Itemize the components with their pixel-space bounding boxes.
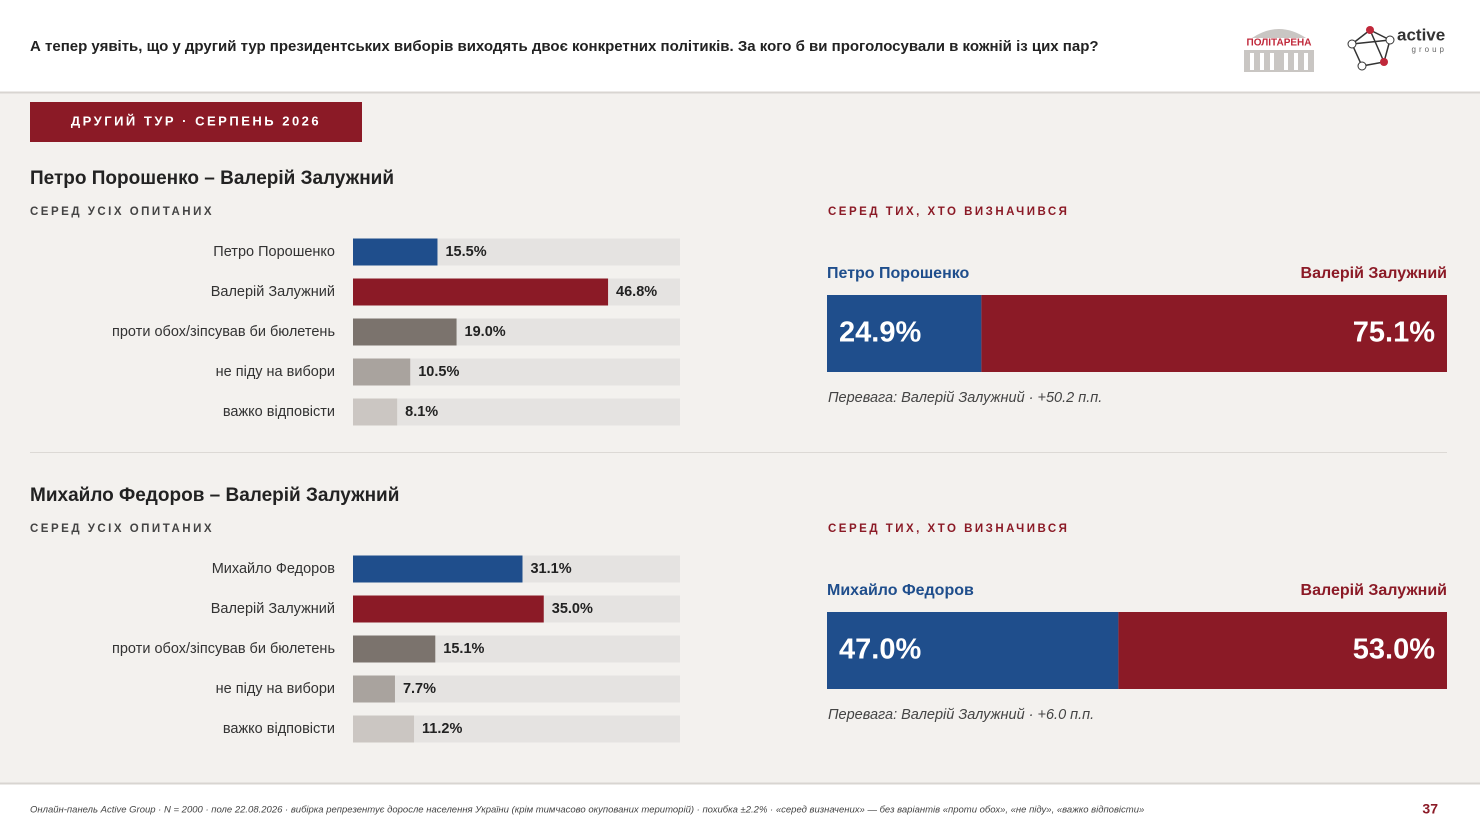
page-number: 37 bbox=[1422, 801, 1438, 817]
value-label: 11.2% bbox=[422, 721, 462, 737]
split-value: 47.0% bbox=[839, 634, 921, 666]
legend-label: Михайло Федоров bbox=[827, 582, 974, 599]
bar-track bbox=[353, 675, 680, 703]
split-segment bbox=[981, 295, 1447, 372]
bar bbox=[353, 278, 609, 306]
question: А тепер уявіть, що у другий тур президен… bbox=[30, 38, 1099, 55]
legend-label: Петро Порошенко bbox=[827, 265, 970, 282]
section-label: СЕРЕД ТИХ, ХТО ВИЗНАЧИВСЯ bbox=[828, 523, 1069, 535]
pair-title: Михайло Федоров – Валерій Залужний bbox=[30, 485, 399, 506]
value-label: 8.1% bbox=[405, 404, 438, 420]
advantage-note: Перевага: Валерій Залужний · +6.0 п.п. bbox=[828, 707, 1094, 723]
category-label: важко відповісти bbox=[223, 404, 335, 420]
badge-bg bbox=[30, 102, 362, 142]
bar bbox=[353, 398, 398, 426]
category-label: Петро Порошенко bbox=[213, 244, 335, 260]
split-value: 53.0% bbox=[1353, 634, 1435, 666]
value-label: 35.0% bbox=[552, 601, 593, 617]
split-value: 24.9% bbox=[839, 317, 921, 349]
value-label: 46.8% bbox=[616, 284, 657, 300]
split-segment bbox=[1118, 612, 1447, 689]
value-label: 15.1% bbox=[443, 641, 484, 657]
category-label: проти обох/зіпсував би бюлетень bbox=[112, 324, 335, 340]
badge: ДРУГИЙ ТУР · СЕРПЕНЬ 2026 bbox=[71, 113, 321, 128]
footer-band bbox=[0, 783, 1480, 835]
footer-note: Онлайн-панель Active Group · N = 2000 · … bbox=[30, 805, 1144, 816]
bar bbox=[353, 715, 415, 743]
bar bbox=[353, 238, 438, 266]
bar bbox=[353, 595, 544, 623]
legend-label: Валерій Залужний bbox=[1301, 582, 1447, 599]
category-label: проти обох/зіпсував би бюлетень bbox=[112, 641, 335, 657]
value-label: 31.1% bbox=[530, 561, 571, 577]
split-segment bbox=[827, 612, 1119, 689]
bar-track bbox=[353, 398, 680, 426]
category-label: Валерій Залужний bbox=[211, 601, 335, 617]
bar bbox=[353, 318, 457, 346]
bar bbox=[353, 635, 436, 663]
value-label: 7.7% bbox=[403, 681, 436, 697]
bar bbox=[353, 555, 523, 583]
bar bbox=[353, 675, 395, 703]
category-label: Михайло Федоров bbox=[212, 561, 336, 577]
pair-title: Петро Порошенко – Валерій Залужний bbox=[30, 168, 394, 189]
bar bbox=[353, 358, 411, 386]
section-label: СЕРЕД ТИХ, ХТО ВИЗНАЧИВСЯ bbox=[828, 206, 1069, 218]
value-label: 10.5% bbox=[418, 364, 459, 380]
split-value: 75.1% bbox=[1353, 317, 1435, 349]
logo-text: active bbox=[1397, 25, 1445, 44]
value-label: 19.0% bbox=[465, 324, 506, 340]
category-label: Валерій Залужний bbox=[211, 284, 335, 300]
section-label: СЕРЕД УСІХ ОПИТАНИХ bbox=[30, 206, 214, 218]
logo-text: ПОЛІТАРЕНА bbox=[1247, 38, 1312, 49]
value-label: 15.5% bbox=[445, 244, 486, 260]
header-band bbox=[0, 0, 1480, 92]
logo-subtext: group bbox=[1412, 45, 1447, 54]
advantage-note: Перевага: Валерій Залужний · +50.2 п.п. bbox=[828, 390, 1102, 406]
logo-politarena: ПОЛІТАРЕНА bbox=[1244, 29, 1314, 72]
category-label: не піду на вибори bbox=[216, 364, 335, 380]
logo-active: active group bbox=[1347, 25, 1447, 71]
category-label: важко відповісти bbox=[223, 721, 335, 737]
category-label: не піду на вибори bbox=[216, 681, 335, 697]
split-segment bbox=[827, 295, 982, 372]
section-label: СЕРЕД УСІХ ОПИТАНИХ bbox=[30, 523, 214, 535]
legend-label: Валерій Залужний bbox=[1301, 265, 1447, 282]
